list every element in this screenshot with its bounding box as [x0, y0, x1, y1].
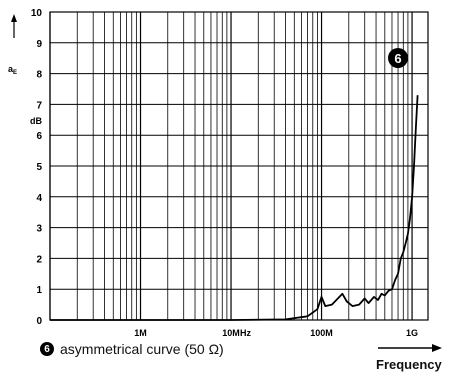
y-tick-label: 0	[36, 316, 42, 327]
x-axis-unit: Hz	[240, 328, 251, 338]
series	[50, 95, 419, 321]
y-tick-label: 5	[36, 162, 42, 173]
legend-text: asymmetrical curve (50 Ω)	[60, 341, 224, 357]
y-axis-arrowhead	[11, 14, 17, 22]
y-tick-label: 7	[36, 100, 42, 111]
legend-marker: 6	[40, 342, 54, 356]
y-tick-label: 9	[36, 39, 42, 50]
y-tick-label: 4	[36, 193, 42, 204]
y-axis-unit: dB	[30, 116, 42, 126]
legend: 6 asymmetrical curve (50 Ω)	[40, 341, 224, 357]
x-tick-label: 10M	[222, 328, 240, 338]
y-tick-label: 1	[36, 285, 42, 296]
y-tick-label: 6	[36, 131, 42, 142]
x-tick-label: 1M	[134, 328, 147, 338]
x-axis-arrow	[378, 344, 442, 352]
x-tick-label: 1G	[406, 328, 418, 338]
y-tick-labels: 0 1 2 3 4 5 6 7 8 9 10	[31, 8, 43, 327]
curve-marker-label: 6	[394, 51, 401, 66]
y-tick-label: 8	[36, 70, 42, 81]
x-axis-label: Frequency	[376, 357, 442, 372]
series-line	[50, 95, 419, 321]
x-tick-labels: 1M 10M 100M 1G	[134, 328, 418, 338]
y-tick-label: 3	[36, 224, 42, 235]
x-tick-label: 100M	[310, 328, 333, 338]
y-axis-symbol: aE	[8, 64, 17, 76]
curve-marker-badge	[388, 48, 408, 68]
chart-grid	[49, 11, 429, 321]
y-tick-label: 2	[36, 254, 42, 265]
y-tick-label: 10	[31, 8, 43, 19]
